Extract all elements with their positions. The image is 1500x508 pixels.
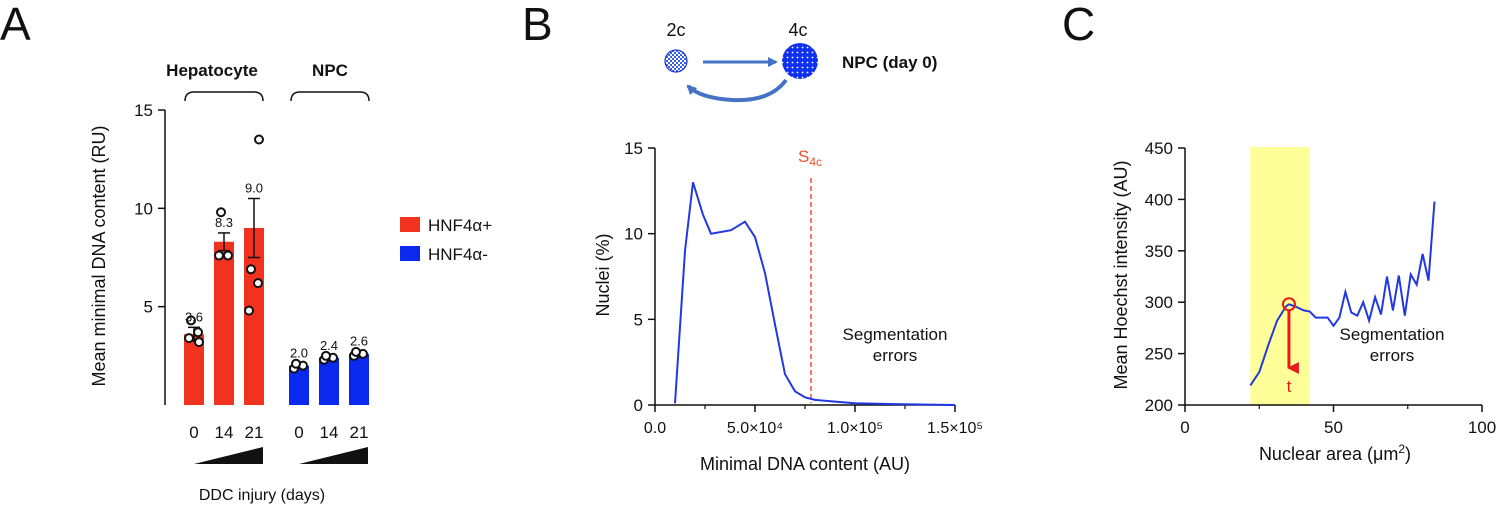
- panel-a-bars: 3.6 8.3 9.0 2.0 2.4 2.6: [184, 134, 369, 405]
- panel-a-xtick-label: 21: [245, 423, 264, 442]
- panel-a-ylabel: Mean minimal DNA content (RU): [89, 125, 109, 386]
- panel-a-xtick-label: 14: [215, 423, 234, 442]
- legend-label-hnf4a-pos: HNF4α+: [428, 216, 492, 235]
- panel-b-xtick-label: 1.0×10⁵: [827, 420, 883, 437]
- bar: [289, 365, 309, 405]
- panel-a-xtick-label: 0: [189, 423, 198, 442]
- panel-c-ylabel: Mean Hoechst intensity (AU): [1111, 160, 1131, 389]
- panel-c: Mean Hoechst intensity (AU) 200 250 300 350…: [1111, 139, 1496, 464]
- data-point: [194, 337, 204, 348]
- bracket-hepatocyte: [184, 91, 264, 102]
- panel-b-plot: [674, 178, 956, 406]
- panel-letter-c: C: [1062, 0, 1095, 50]
- data-point: [291, 358, 301, 369]
- distribution-line: [674, 182, 956, 406]
- panel-c-annotation-line1: Segmentation: [1340, 325, 1445, 344]
- data-point: [223, 250, 233, 261]
- panel-c-ytick-label: 300: [1145, 293, 1173, 312]
- bar: [319, 357, 339, 405]
- panel-c-ytick-label: 350: [1145, 242, 1173, 261]
- panel-c-xtick-label: 50: [1324, 418, 1343, 437]
- panel-c-plot: t: [1249, 201, 1436, 396]
- legend-label-hnf4a-neg: HNF4α-: [428, 245, 488, 264]
- panel-c-ytick-label: 400: [1145, 190, 1173, 209]
- group-label-hepatocyte: Hepatocyte: [166, 61, 258, 80]
- bar: [214, 241, 234, 405]
- state-label-2c: 2c: [666, 20, 685, 40]
- panel-c-highlight: [1250, 147, 1310, 405]
- panel-letter-b: B: [522, 0, 553, 50]
- value-label: 2.6: [350, 334, 368, 349]
- panel-c-ytick-label: 250: [1145, 345, 1173, 364]
- panel-b-xtick-label: 0.0: [644, 420, 666, 437]
- data-point: [253, 278, 263, 289]
- intensity-line: [1249, 201, 1436, 387]
- panel-a-x-group-title: DDC injury (days): [199, 487, 325, 504]
- panel-b-ylabel: Nuclei (%): [593, 233, 613, 316]
- dose-wedge-npc: [299, 447, 368, 464]
- panel-b-annotation-line1: Segmentation: [843, 325, 948, 344]
- bracket-npc: [290, 91, 370, 102]
- panel-b-annotation-line2: errors: [873, 346, 917, 365]
- value-label: 2.0: [290, 345, 308, 360]
- data-point: [246, 264, 256, 275]
- data-point: [214, 250, 224, 261]
- panel-c-axes: 200 250 300 350 400 450 0 50 100: [1145, 139, 1497, 437]
- cell-4c-icon: [782, 43, 818, 79]
- arrow-4c-to-2c: [686, 78, 788, 103]
- panel-b-xlabel: Minimal DNA content (AU): [700, 454, 910, 474]
- panel-b-ytick-label: 10: [624, 225, 643, 244]
- legend-swatch-hnf4a-neg: [400, 246, 420, 261]
- panel-c-xtick-label: 100: [1468, 418, 1496, 437]
- threshold-label: S4c: [798, 147, 822, 169]
- data-point: [186, 315, 196, 326]
- panel-a-xtick-label: 14: [320, 423, 339, 442]
- panel-b-ytick-label: 5: [634, 310, 643, 329]
- panel-b-xtick-label: 5.0×10⁴: [727, 420, 783, 437]
- highlight-band: [1250, 147, 1310, 405]
- data-point: [216, 207, 226, 218]
- panel-c-xlabel: Nuclear area (μm2): [1259, 442, 1411, 464]
- panel-c-ytick-label: 450: [1145, 139, 1173, 158]
- threshold-marker-label: t: [1287, 377, 1292, 396]
- panel-b-ytick-label: 15: [624, 139, 643, 158]
- panel-b-axes: 0 5 10 15 0.0 5.0×10⁴ 1.0×10⁵ 1.5×10⁵: [624, 139, 983, 437]
- panel-a-axes: 5 10 15 0 14 21 0 14 21: [134, 101, 368, 442]
- value-label: 2.4: [320, 338, 338, 353]
- data-point: [351, 346, 361, 357]
- cell-2c-icon: [664, 49, 688, 73]
- value-label: 9.0: [245, 181, 263, 196]
- data-point: [254, 134, 264, 145]
- panel-b: 2c 4c NPC (day 0) Nuclei (%) Minimal DNA…: [593, 20, 983, 474]
- panel-a-ytick-label: 15: [134, 101, 153, 120]
- panel-a-bar-chart: Hepatocyte NPC Mean minimal DNA content …: [89, 61, 492, 504]
- legend-swatch-hnf4a-pos: [400, 217, 420, 232]
- panel-a-ytick-label: 10: [134, 199, 153, 218]
- panel-c-annotation-line2: errors: [1370, 346, 1414, 365]
- group-label-npc: NPC: [312, 61, 348, 80]
- panel-b-xtick-label: 1.5×10⁵: [927, 420, 983, 437]
- data-point: [184, 333, 194, 344]
- panel-a-xtick-label: 0: [294, 423, 303, 442]
- panel-c-xtick-label: 0: [1180, 418, 1189, 437]
- state-label-4c: 4c: [788, 20, 807, 40]
- value-label: 3.6: [185, 309, 203, 324]
- panel-c-ytick-label: 200: [1145, 396, 1173, 415]
- data-point: [244, 305, 254, 316]
- bar: [184, 334, 204, 405]
- panel-letter-a: A: [0, 0, 31, 50]
- value-label: 8.3: [215, 215, 233, 230]
- panel-a-ytick-label: 5: [144, 298, 153, 317]
- bar: [349, 353, 369, 405]
- panel-b-ytick-label: 0: [634, 396, 643, 415]
- data-point: [193, 327, 203, 338]
- dose-wedge-hepatocyte: [194, 447, 263, 464]
- threshold-marker: [1281, 297, 1296, 312]
- panel-a-xtick-label: 21: [350, 423, 369, 442]
- data-point: [321, 350, 331, 361]
- diagram-title: NPC (day 0): [842, 53, 937, 72]
